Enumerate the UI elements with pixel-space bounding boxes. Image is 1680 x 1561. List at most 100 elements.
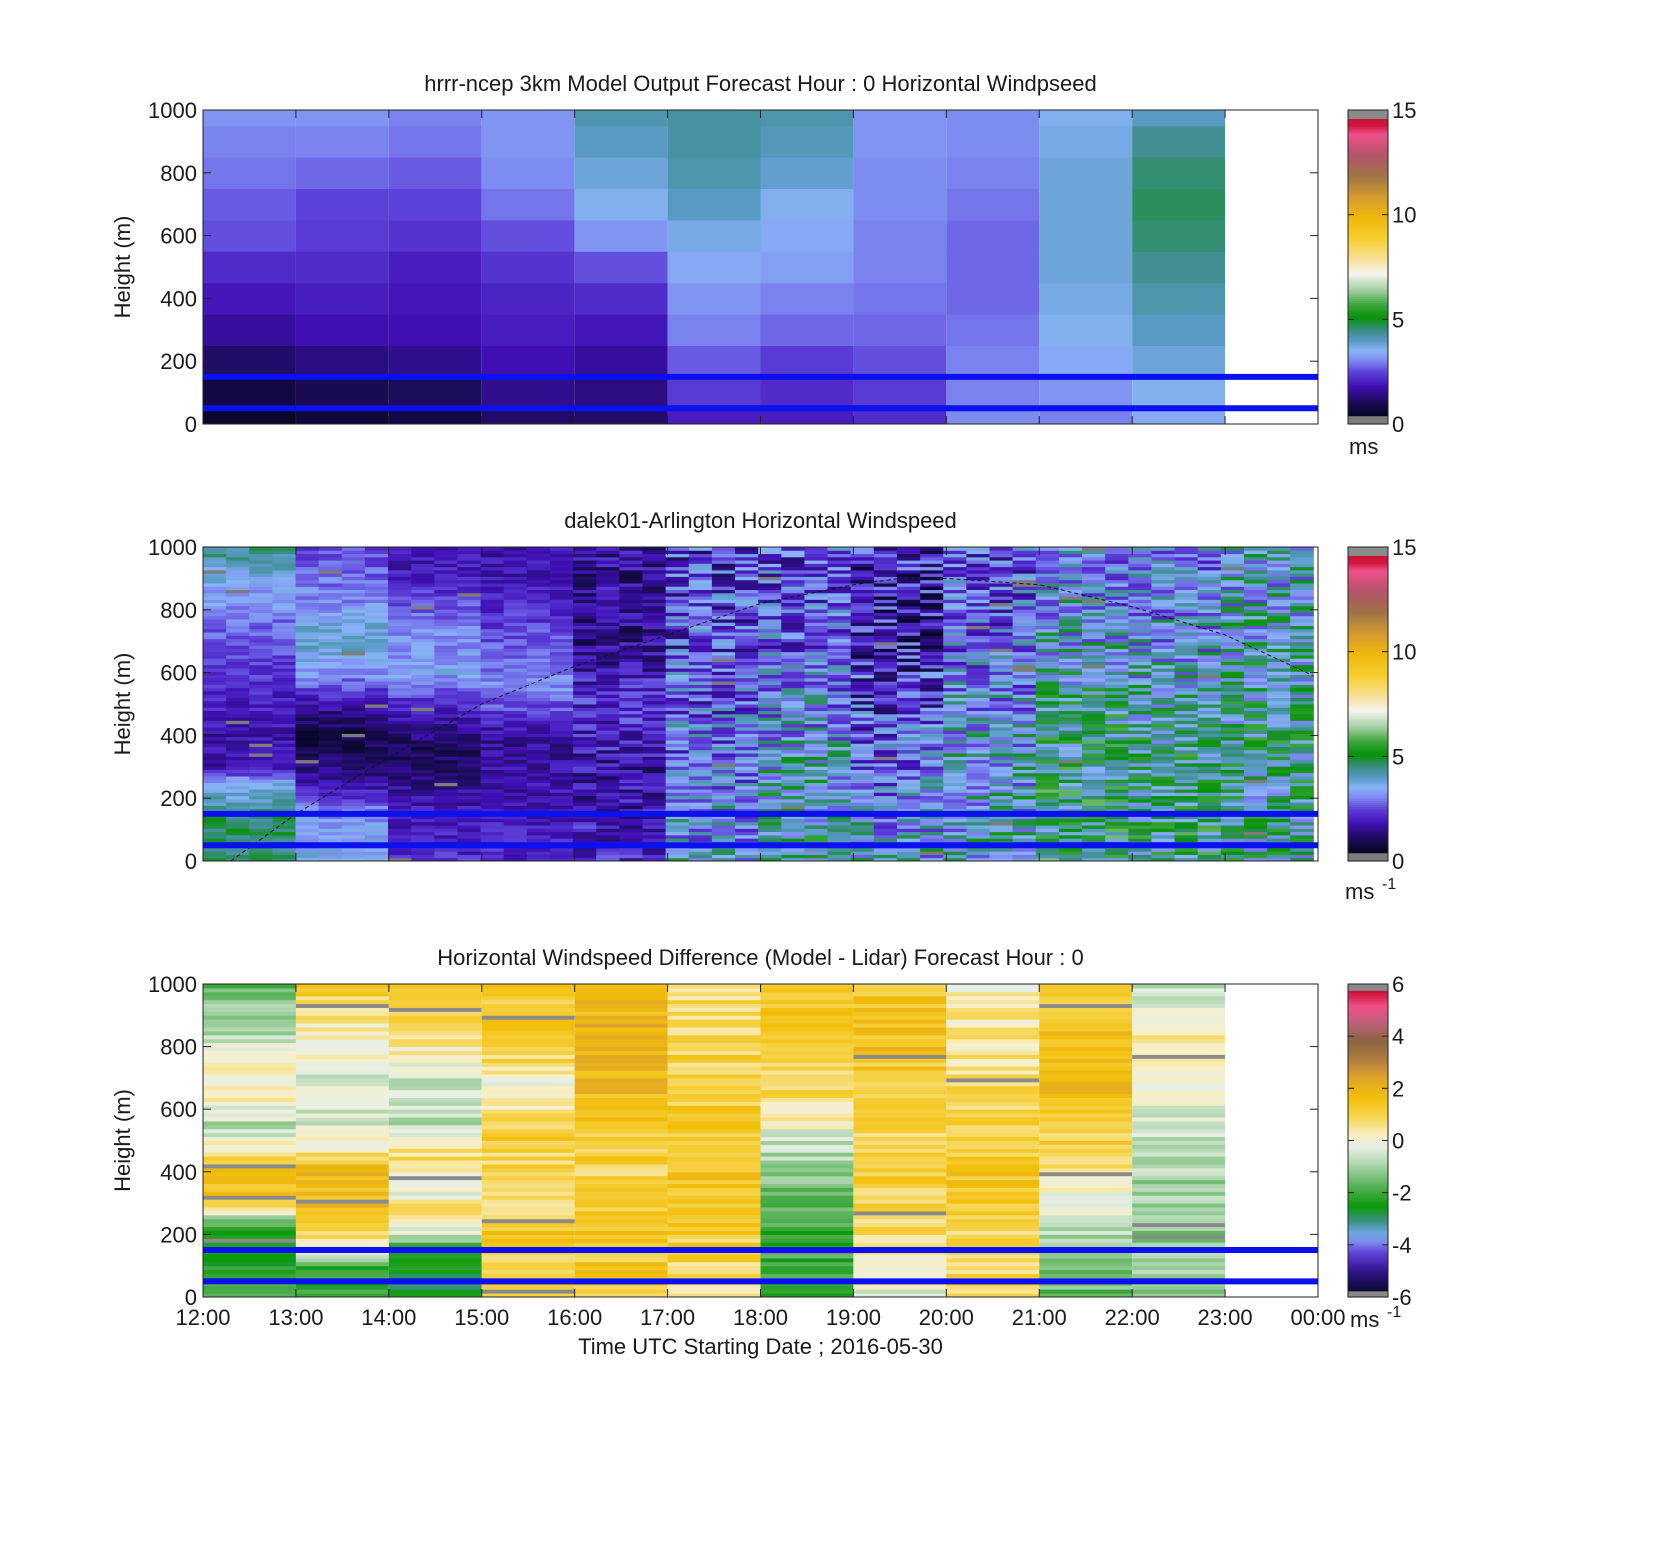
lidar-cell-25-9 xyxy=(781,828,805,833)
model-colorbar-segment-103 xyxy=(1348,206,1388,209)
lidar-cell-11-60 xyxy=(457,661,482,666)
lidar-cell-34-91 xyxy=(989,560,1014,564)
lidar-cell-43-51 xyxy=(1197,690,1222,695)
lidar-cell-21-92 xyxy=(688,556,713,561)
lidar-cell-28-93 xyxy=(850,553,875,558)
lidar-cell-36-6 xyxy=(1035,838,1060,842)
lidar-cell-10-40 xyxy=(434,726,458,731)
lidar-cell-0-7 xyxy=(203,834,227,839)
lidar-cell-7-31 xyxy=(364,756,389,761)
lidar-cell-44-80 xyxy=(1220,596,1245,600)
lidar-cell-35-15 xyxy=(1012,808,1037,813)
lidar-cell-36-55 xyxy=(1035,677,1060,682)
lidar-cell-41-83 xyxy=(1151,586,1176,591)
lidar-cell-42-13 xyxy=(1174,815,1199,819)
lidar-cell-30-88 xyxy=(896,569,921,574)
model-colorbar-label-0: 0 xyxy=(1392,412,1404,437)
lidar-cell-7-62 xyxy=(364,654,389,659)
lidar-cell-47-64 xyxy=(1290,648,1314,653)
lidar-cell-8-56 xyxy=(388,674,412,679)
lidar-cell-31-77 xyxy=(920,605,944,610)
lidar-cell-41-22 xyxy=(1151,785,1176,790)
lidar-cell-38-11 xyxy=(1082,821,1106,826)
lidar-cell-31-37 xyxy=(920,736,944,741)
lidar-cell-25-92 xyxy=(781,556,805,561)
lidar-cell-23-7 xyxy=(735,834,759,839)
model-colorbar-segment-114 xyxy=(1348,183,1388,186)
lidar-cell-24-66 xyxy=(758,641,782,646)
lidar-cell-15-87 xyxy=(549,573,574,577)
lidar-cell-27-42 xyxy=(827,720,852,725)
lidar-cell-37-26 xyxy=(1058,772,1083,777)
lidar-cell-26-15 xyxy=(804,808,829,813)
lidar-cell-3-20 xyxy=(272,792,297,797)
lidar-cell-8-59 xyxy=(388,664,412,669)
lidar-cell-43-93 xyxy=(1197,553,1222,558)
lidar-cell-2-38 xyxy=(249,733,273,738)
lidar-cell-19-85 xyxy=(642,579,667,584)
lidar-cell-27-2 xyxy=(827,851,852,855)
lidar-cell-31-71 xyxy=(920,625,944,630)
lidar-cell-3-44 xyxy=(272,713,297,718)
lidar-cell-13-78 xyxy=(503,602,528,607)
lidar-cell-9-54 xyxy=(411,681,435,685)
model-cell-9-10 xyxy=(1039,110,1133,127)
lidar-cell-26-40 xyxy=(804,726,829,731)
lidar-cell-19-70 xyxy=(642,628,667,633)
lidar-cell-46-56 xyxy=(1267,674,1291,679)
lidar-cell-1-58 xyxy=(226,668,250,672)
lidar-cell-24-84 xyxy=(758,582,782,587)
lidar-cell-32-46 xyxy=(943,707,967,712)
lidar-cell-23-43 xyxy=(735,717,759,721)
lidar-cell-4-49 xyxy=(295,697,320,702)
lidar-cell-6-3 xyxy=(341,847,366,852)
lidar-cell-35-54 xyxy=(1012,681,1037,685)
lidar-cell-31-19 xyxy=(920,795,944,800)
lidar-cell-7-25 xyxy=(364,775,389,780)
model-cell-0-5 xyxy=(203,251,296,284)
lidar-cell-16-48 xyxy=(573,700,597,705)
lidar-cell-2-85 xyxy=(249,579,273,584)
lidar-cell-15-46 xyxy=(549,707,574,712)
lidar-cell-47-62 xyxy=(1290,654,1314,659)
lidar-cell-22-73 xyxy=(711,618,736,623)
lidar-cell-10-63 xyxy=(434,651,458,656)
lidar-cell-30-39 xyxy=(896,730,921,734)
lidar-cell-41-19 xyxy=(1151,795,1176,800)
lidar-cell-20-21 xyxy=(665,789,690,793)
lidar-cell-44-22 xyxy=(1220,785,1245,790)
lidar-cell-38-40 xyxy=(1082,726,1106,731)
lidar-cell-39-9 xyxy=(1105,828,1129,833)
lidar-cell-31-0 xyxy=(920,857,944,862)
lidar-cell-6-19 xyxy=(341,795,366,800)
model-colorbar-segment-42 xyxy=(1348,333,1388,337)
lidar-cell-47-48 xyxy=(1290,700,1314,705)
lidar-cell-25-80 xyxy=(781,596,805,600)
model-cell-3-7 xyxy=(481,188,575,221)
lidar-cell-19-83 xyxy=(642,586,667,591)
lidar-cell-19-68 xyxy=(642,635,667,640)
lidar-cell-2-12 xyxy=(249,818,273,823)
lidar-cell-46-25 xyxy=(1267,775,1291,780)
lidar-cell-18-33 xyxy=(619,749,644,754)
lidar-cell-43-57 xyxy=(1197,671,1222,676)
lidar-cell-28-12 xyxy=(850,818,875,823)
lidar-cell-37-59 xyxy=(1058,664,1083,669)
lidar-cell-12-32 xyxy=(480,753,505,757)
lidar-cell-18-18 xyxy=(619,798,644,803)
lidar-cell-2-81 xyxy=(249,592,273,597)
lidar-cell-36-59 xyxy=(1035,664,1060,669)
lidar-cell-42-82 xyxy=(1174,589,1199,594)
lidar-cell-29-76 xyxy=(873,609,898,613)
lidar-cell-46-18 xyxy=(1267,798,1291,803)
lidar-cell-24-73 xyxy=(758,618,782,623)
lidar-cell-45-65 xyxy=(1243,645,1268,649)
lidar-cell-17-90 xyxy=(596,563,620,568)
lidar-cell-9-55 xyxy=(411,677,435,682)
lidar-cell-35-74 xyxy=(1012,615,1037,620)
lidar-cell-32-77 xyxy=(943,605,967,610)
lidar-cell-22-50 xyxy=(711,694,736,698)
lidar-cell-26-51 xyxy=(804,690,829,695)
lidar-cell-30-72 xyxy=(896,622,921,626)
lidar-cell-26-55 xyxy=(804,677,829,682)
